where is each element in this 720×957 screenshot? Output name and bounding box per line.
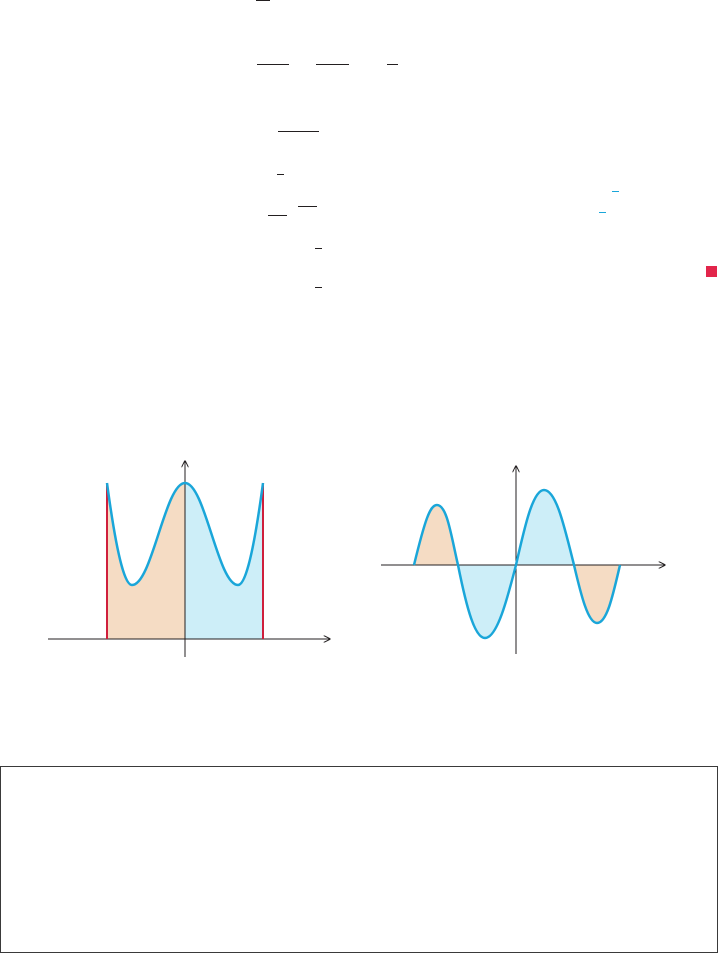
- right-shaded-area: [185, 483, 263, 639]
- fraction-bar: [315, 248, 322, 249]
- fraction-bar: [316, 64, 349, 65]
- fraction-bar: [257, 64, 289, 65]
- fraction-bar: [298, 206, 317, 207]
- fraction-bar: [278, 131, 319, 132]
- fraction-bar: [387, 64, 398, 65]
- shaded-area-4: [574, 565, 620, 623]
- left-shaded-area: [107, 483, 185, 639]
- fraction-bar: [256, 0, 270, 1]
- section-marker: [706, 266, 717, 277]
- odd-curve: [412, 488, 622, 640]
- fraction-bar: [315, 287, 322, 288]
- even-curve: [105, 481, 265, 587]
- odd-function-area-figure: [381, 460, 675, 654]
- shaded-area-3: [516, 490, 574, 565]
- fraction-bar-highlight: [599, 212, 606, 213]
- info-box: [0, 766, 718, 953]
- fraction-bar-highlight: [612, 191, 619, 192]
- fraction-bar: [268, 215, 287, 216]
- fraction-bar: [277, 174, 284, 175]
- even-function-area-figure: [48, 455, 340, 657]
